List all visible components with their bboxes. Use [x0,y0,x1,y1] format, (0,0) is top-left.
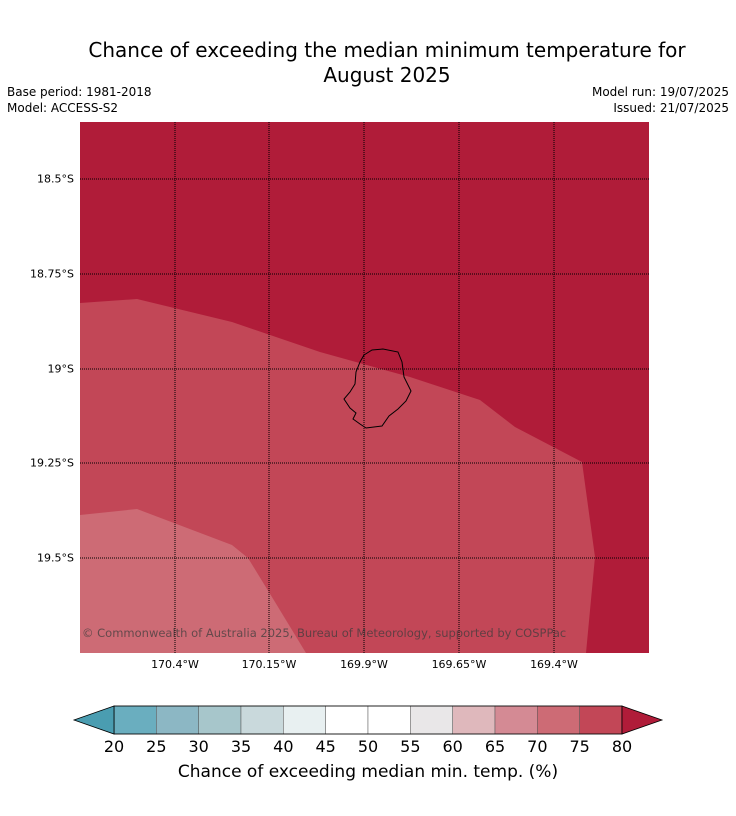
page-title: Chance of exceeding the median minimum t… [0,38,736,88]
lon-label-4: 169.65°W [431,658,487,671]
colorbar [72,705,664,735]
colorbar-tick-label: 65 [484,737,506,756]
gridlines [80,122,649,653]
colorbar-tick-label: 45 [315,737,336,756]
issued-text: Issued: 21/07/2025 [613,101,729,115]
colorbar-tick-label: 60 [442,737,463,756]
lon-label-5: 169.4°W [530,658,578,671]
colorbar-tick-label: 20 [103,737,125,756]
colorbar-cell [367,705,411,735]
colorbar-cell [410,705,453,735]
model-run-text: Model run: 19/07/2025 [591,85,729,99]
title-line-2: August 2025 [323,63,451,87]
colorbar-over-arrow [621,705,664,735]
colorbar-under-arrow [72,705,115,735]
colorbar-cell [283,705,326,735]
zone-70-75 [80,509,306,653]
title-line-1: Chance of exceeding the median minimum t… [88,38,686,62]
meta-left: Base period: 1981-2018 Model: ACCESS-S2 [7,84,152,116]
lat-label-5: 19.5°S [37,551,74,565]
model-text: Model: ACCESS-S2 [7,101,119,115]
lat-label-1: 18.5°S [37,172,74,186]
colorbar-cell [156,705,199,735]
lat-label-2: 18.75°S [30,267,74,281]
colorbar-tick-label: 70 [527,737,548,756]
colorbar-tick-label: 35 [230,737,252,756]
colorbar-cell [325,705,369,735]
lon-label-3: 169.9°W [340,658,388,671]
base-period-text: Base period: 1981-2018 [7,85,152,99]
lat-label-3: 19°S [47,362,74,376]
meta-right: Model run: 19/07/2025 Issued: 21/07/2025 [592,84,729,116]
colorbar-cell [579,705,623,735]
colorbar-cell [494,705,538,735]
colorbar-cell [452,705,496,735]
colorbar-cell [537,705,580,735]
colorbar-title: Chance of exceeding median min. temp. (%… [177,762,559,782]
copyright-text: © Commonwealth of Australia 2025, Bureau… [82,626,567,640]
colorbar-cell [113,705,157,735]
island-coastline [343,348,412,429]
colorbar-tick-label: 30 [188,737,209,756]
colorbar-tick-label: 40 [273,737,294,756]
colorbar-tick-label: 50 [357,737,379,756]
lat-label-4: 19.25°S [30,456,74,470]
colorbar-tick-label: 55 [400,737,421,756]
lon-label-1: 170.4°W [151,658,199,671]
colorbar-tick-label: 75 [569,737,590,756]
colorbar-cell [240,705,284,735]
map-panel [80,122,649,653]
colorbar-tick-label: 80 [611,737,633,756]
lon-label-2: 170.15°W [241,658,297,671]
colorbar-cells [113,705,623,735]
colorbar-cell [198,705,242,735]
colorbar-tick-label: 25 [146,737,167,756]
